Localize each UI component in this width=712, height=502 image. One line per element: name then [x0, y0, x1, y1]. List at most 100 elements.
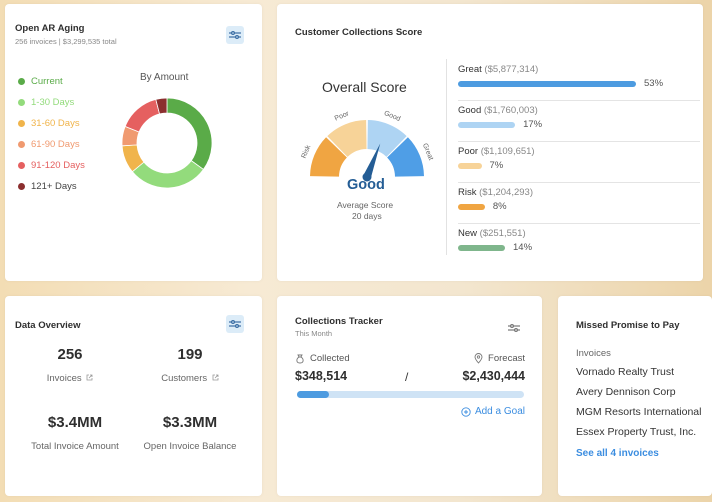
sliders-icon	[229, 320, 241, 328]
missed-invoice-item[interactable]: MGM Resorts International	[576, 406, 702, 418]
total-invoice-amount-value: $3.4MM	[47, 414, 103, 431]
legend-label: Current	[31, 76, 63, 87]
customers-link[interactable]: Customers	[145, 373, 235, 384]
score-row-percent: 14%	[513, 242, 533, 253]
collections-score-title: Customer Collections Score	[295, 27, 423, 38]
collections-tracker-card: Collections Tracker This Month Collected…	[277, 296, 542, 496]
donut-slice-121-days[interactable]	[155, 97, 168, 115]
legend-label: 91-120 Days	[31, 160, 85, 171]
data-overview-card: Data Overview 256 Invoices 199 Customers…	[5, 296, 262, 496]
score-row-risk[interactable]: Risk ($1,204,293) 8%	[458, 183, 700, 224]
donut-chart-label: By Amount	[140, 72, 189, 83]
legend-item: Current	[18, 76, 63, 87]
score-row-name: Great	[458, 64, 482, 75]
score-row-amount: ($1,760,003)	[483, 105, 538, 116]
overall-score-value: Good	[347, 177, 385, 193]
collections-score-card: Customer Collections Score Overall Score…	[277, 4, 703, 281]
score-row-label: Great ($5,877,314)	[458, 64, 538, 75]
score-row-bar	[458, 122, 516, 128]
sliders-icon	[508, 324, 520, 332]
plus-circle-icon	[461, 406, 471, 417]
score-row-label: New ($251,551)	[458, 228, 526, 239]
score-row-poor[interactable]: Poor ($1,109,651) 7%	[458, 142, 700, 183]
location-pin-icon	[474, 353, 483, 364]
score-row-bar	[458, 81, 636, 87]
collections-progress-track	[297, 391, 524, 398]
score-row-new[interactable]: New ($251,551) 14%	[458, 224, 700, 265]
collected-label-row: Collected	[295, 353, 350, 364]
legend-dot	[18, 99, 25, 106]
missed-invoice-item[interactable]: Essex Property Trust, Inc.	[576, 426, 697, 438]
sliders-icon	[229, 31, 241, 39]
missed-promise-title: Missed Promise to Pay	[576, 320, 680, 331]
score-row-label: Poor ($1,109,651)	[458, 146, 535, 157]
ar-aging-settings-button[interactable]	[226, 26, 244, 44]
score-row-amount: ($1,204,293)	[479, 187, 533, 198]
donut-slice-current[interactable]	[166, 97, 213, 171]
legend-dot	[18, 141, 25, 148]
donut-slice-91-120-days[interactable]	[124, 98, 161, 133]
gauge-label-good: Good	[383, 110, 402, 123]
score-row-label: Risk ($1,204,293)	[458, 187, 533, 198]
data-overview-title: Data Overview	[15, 320, 81, 331]
invoices-count: 256	[57, 346, 83, 363]
donut-slice-1-30-days[interactable]	[131, 160, 204, 189]
legend-dot	[18, 162, 25, 169]
legend-dot	[18, 183, 25, 190]
open-invoice-balance-value: $3.3MM	[162, 414, 218, 431]
score-row-name: New	[458, 228, 478, 239]
total-invoice-amount-label: Total Invoice Amount	[31, 441, 119, 452]
score-divider	[446, 59, 447, 255]
legend-label: 121+ Days	[31, 181, 77, 192]
tracker-settings-button[interactable]	[505, 319, 523, 337]
overall-score-gauge: Risk Poor Good Great	[301, 110, 434, 182]
gauge-hub	[362, 172, 372, 182]
gauge-needle	[363, 143, 381, 179]
data-overview-settings-button[interactable]	[226, 315, 244, 333]
see-all-invoices-link[interactable]: See all 4 invoices	[576, 448, 659, 459]
legend-label: 1-30 Days	[31, 97, 75, 108]
legend-item: 31-60 Days	[18, 118, 80, 129]
invoices-link[interactable]: Invoices	[25, 373, 115, 384]
collections-progress-fill	[297, 391, 330, 398]
gauge-segment-risk	[310, 137, 347, 177]
gauge-label-great: Great	[421, 143, 434, 162]
legend-label: 61-90 Days	[31, 139, 80, 150]
score-row-name: Risk	[458, 187, 477, 198]
customers-link-label: Customers	[161, 373, 208, 384]
score-row-percent: 53%	[644, 78, 664, 89]
forecast-value: $2,430,444	[462, 369, 525, 383]
missed-invoice-item[interactable]: Avery Dennison Corp	[576, 386, 676, 398]
legend-item: 91-120 Days	[18, 160, 85, 171]
external-link-icon	[86, 374, 93, 381]
gauge-segment-poor	[327, 120, 367, 157]
score-row-great[interactable]: Great ($5,877,314) 53%	[458, 60, 700, 101]
ar-aging-subtitle: 256 invoices | $3,299,535 total	[15, 37, 117, 46]
money-bag-icon	[296, 354, 304, 363]
legend-item: 61-90 Days	[18, 139, 80, 150]
customers-count: 199	[177, 346, 203, 363]
score-row-percent: 7%	[489, 160, 504, 171]
average-score-days: 20 days	[352, 211, 382, 221]
missed-promise-card: Missed Promise to Pay Invoices	[558, 296, 712, 496]
gauge-label-risk: Risk	[301, 144, 313, 160]
score-row-label: Good ($1,760,003)	[458, 105, 538, 116]
score-row-bar	[458, 163, 482, 169]
legend-label: 31-60 Days	[31, 118, 80, 129]
score-row-amount: ($5,877,314)	[484, 64, 539, 75]
add-goal-label: Add a Goal	[474, 406, 525, 417]
missed-promise-section-label: Invoices	[576, 348, 611, 359]
ar-aging-title: Open AR Aging	[15, 23, 85, 34]
score-row-good[interactable]: Good ($1,760,003) 17%	[458, 101, 700, 142]
score-row-name: Poor	[458, 146, 479, 157]
open-invoice-balance-label: Open Invoice Balance	[143, 441, 237, 452]
external-link-icon	[212, 374, 219, 381]
missed-invoice-item[interactable]: Vornado Realty Trust	[576, 366, 675, 378]
ar-aging-card: Open AR Aging 256 invoices | $3,299,535 …	[5, 4, 262, 281]
average-score-label: Average Score	[337, 200, 394, 210]
invoices-link-label: Invoices	[46, 373, 82, 384]
legend-item: 121+ Days	[18, 181, 77, 192]
legend-item: 1-30 Days	[18, 97, 74, 108]
collections-tracker-title: Collections Tracker	[295, 316, 383, 327]
add-goal-link[interactable]: Add a Goal	[461, 406, 525, 417]
